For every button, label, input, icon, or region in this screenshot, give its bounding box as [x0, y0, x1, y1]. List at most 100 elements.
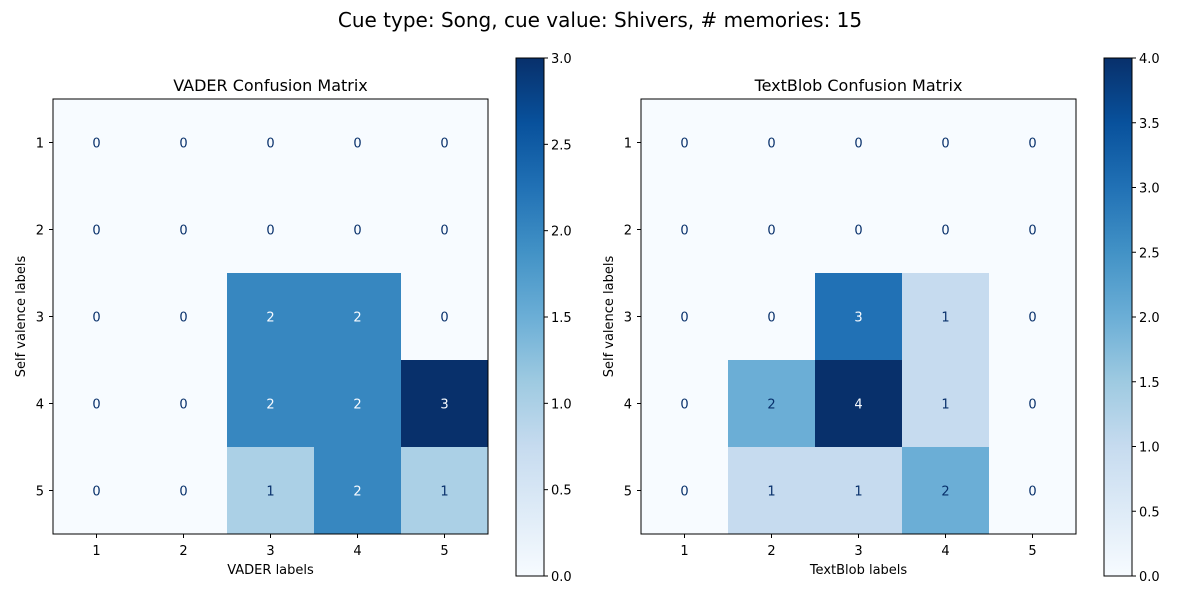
cell-value-label: 0 [92, 485, 100, 500]
y-tick-label: 1 [624, 137, 632, 152]
chart-title: VADER Confusion Matrix [173, 76, 368, 95]
colorbar-tick-label: 0.0 [1139, 570, 1160, 585]
y-tick-label: 4 [624, 398, 632, 413]
colorbar-tick-label: 1.5 [1139, 376, 1160, 391]
heatmap-cell [641, 360, 729, 448]
cell-value-label: 0 [941, 224, 949, 239]
heatmap-cell [641, 186, 729, 274]
heatmap-cell [140, 360, 228, 448]
heatmap-cell [641, 447, 729, 535]
heatmap-cell [401, 273, 489, 361]
colorbar-tick-label: 2.5 [1139, 246, 1160, 261]
cell-value-label: 0 [767, 311, 775, 326]
cell-value-label: 2 [266, 311, 274, 326]
cell-value-label: 0 [92, 311, 100, 326]
cell-value-label: 1 [266, 485, 274, 500]
heatmap-cell [227, 360, 315, 448]
heatmap-cell [815, 99, 903, 187]
y-axis-label: Self valence labels [602, 255, 617, 377]
heatmap-cell [902, 447, 990, 535]
cell-value-label: 0 [179, 224, 187, 239]
colorbar-tick-label: 2.0 [1139, 311, 1160, 326]
cell-value-label: 0 [266, 224, 274, 239]
heatmap-cell [902, 360, 990, 448]
x-axis-label: VADER labels [227, 563, 314, 578]
cell-value-label: 0 [854, 137, 862, 152]
cell-value-label: 0 [179, 485, 187, 500]
heatmap-cell [902, 99, 990, 187]
y-tick-label: 3 [624, 311, 632, 326]
cell-value-label: 0 [680, 224, 688, 239]
cell-value-label: 1 [767, 485, 775, 500]
figure-title: Cue type: Song, cue value: Shivers, # me… [337, 8, 863, 32]
heatmap-cell [140, 273, 228, 361]
heatmap-cell [815, 447, 903, 535]
heatmap-cell [314, 360, 402, 448]
colorbar [515, 57, 545, 577]
cell-value-label: 4 [854, 398, 862, 413]
colorbar-tick-label: 0.5 [551, 484, 572, 499]
cell-value-label: 0 [1028, 485, 1036, 500]
cell-value-label: 0 [266, 137, 274, 152]
heatmap-cell [401, 186, 489, 274]
heatmap-cell [314, 273, 402, 361]
cell-value-label: 2 [941, 485, 949, 500]
colorbar-tick-label: 1.0 [1139, 441, 1160, 456]
heatmap-cell [227, 186, 315, 274]
heatmap-cell [728, 447, 816, 535]
y-tick-label: 2 [36, 224, 44, 239]
cell-value-label: 1 [854, 485, 862, 500]
cell-value-label: 0 [179, 311, 187, 326]
heatmap-cell [728, 99, 816, 187]
chart-title: TextBlob Confusion Matrix [754, 76, 963, 95]
heatmap-cell [902, 273, 990, 361]
cell-value-label: 0 [440, 137, 448, 152]
colorbar-tick-label: 1.5 [551, 311, 572, 326]
cell-value-label: 2 [353, 311, 361, 326]
cell-value-label: 0 [680, 311, 688, 326]
heatmap-cell [227, 273, 315, 361]
cell-value-label: 3 [440, 398, 448, 413]
x-tick-label: 2 [179, 544, 187, 559]
heatmap-cell [227, 447, 315, 535]
cell-value-label: 0 [179, 137, 187, 152]
heatmap-cell [53, 447, 141, 535]
cell-value-label: 1 [440, 485, 448, 500]
colorbar-tick-label: 2.5 [551, 138, 572, 153]
cell-value-label: 0 [854, 224, 862, 239]
heatmap-cell [140, 186, 228, 274]
y-tick-label: 3 [36, 311, 44, 326]
x-tick-label: 3 [266, 544, 274, 559]
heatmap-cell [989, 186, 1077, 274]
heatmap-cell [728, 186, 816, 274]
heatmap-cell [401, 99, 489, 187]
cell-value-label: 0 [1028, 398, 1036, 413]
y-tick-label: 1 [36, 137, 44, 152]
cell-value-label: 0 [1028, 311, 1036, 326]
colorbar-tick-label: 3.0 [551, 52, 572, 67]
heatmap-cell [815, 273, 903, 361]
heatmap-cell [989, 360, 1077, 448]
x-tick-label: 4 [941, 544, 949, 559]
heatmap-cell [140, 99, 228, 187]
y-tick-label: 5 [624, 485, 632, 500]
cell-value-label: 0 [353, 224, 361, 239]
cell-value-label: 1 [941, 398, 949, 413]
heatmap-cell [989, 273, 1077, 361]
cell-value-label: 1 [941, 311, 949, 326]
x-tick-label: 2 [767, 544, 775, 559]
heatmap-cell [989, 99, 1077, 187]
y-tick-label: 5 [36, 485, 44, 500]
x-tick-label: 3 [854, 544, 862, 559]
cell-value-label: 2 [266, 398, 274, 413]
heatmap-cell [815, 360, 903, 448]
heatmap-cell [53, 360, 141, 448]
cell-value-label: 0 [680, 137, 688, 152]
cell-value-label: 0 [440, 311, 448, 326]
x-tick-label: 1 [92, 544, 100, 559]
colorbar-tick-label: 3.5 [1139, 117, 1160, 132]
y-tick-label: 4 [36, 398, 44, 413]
heatmap-cell [728, 273, 816, 361]
cell-value-label: 0 [680, 398, 688, 413]
